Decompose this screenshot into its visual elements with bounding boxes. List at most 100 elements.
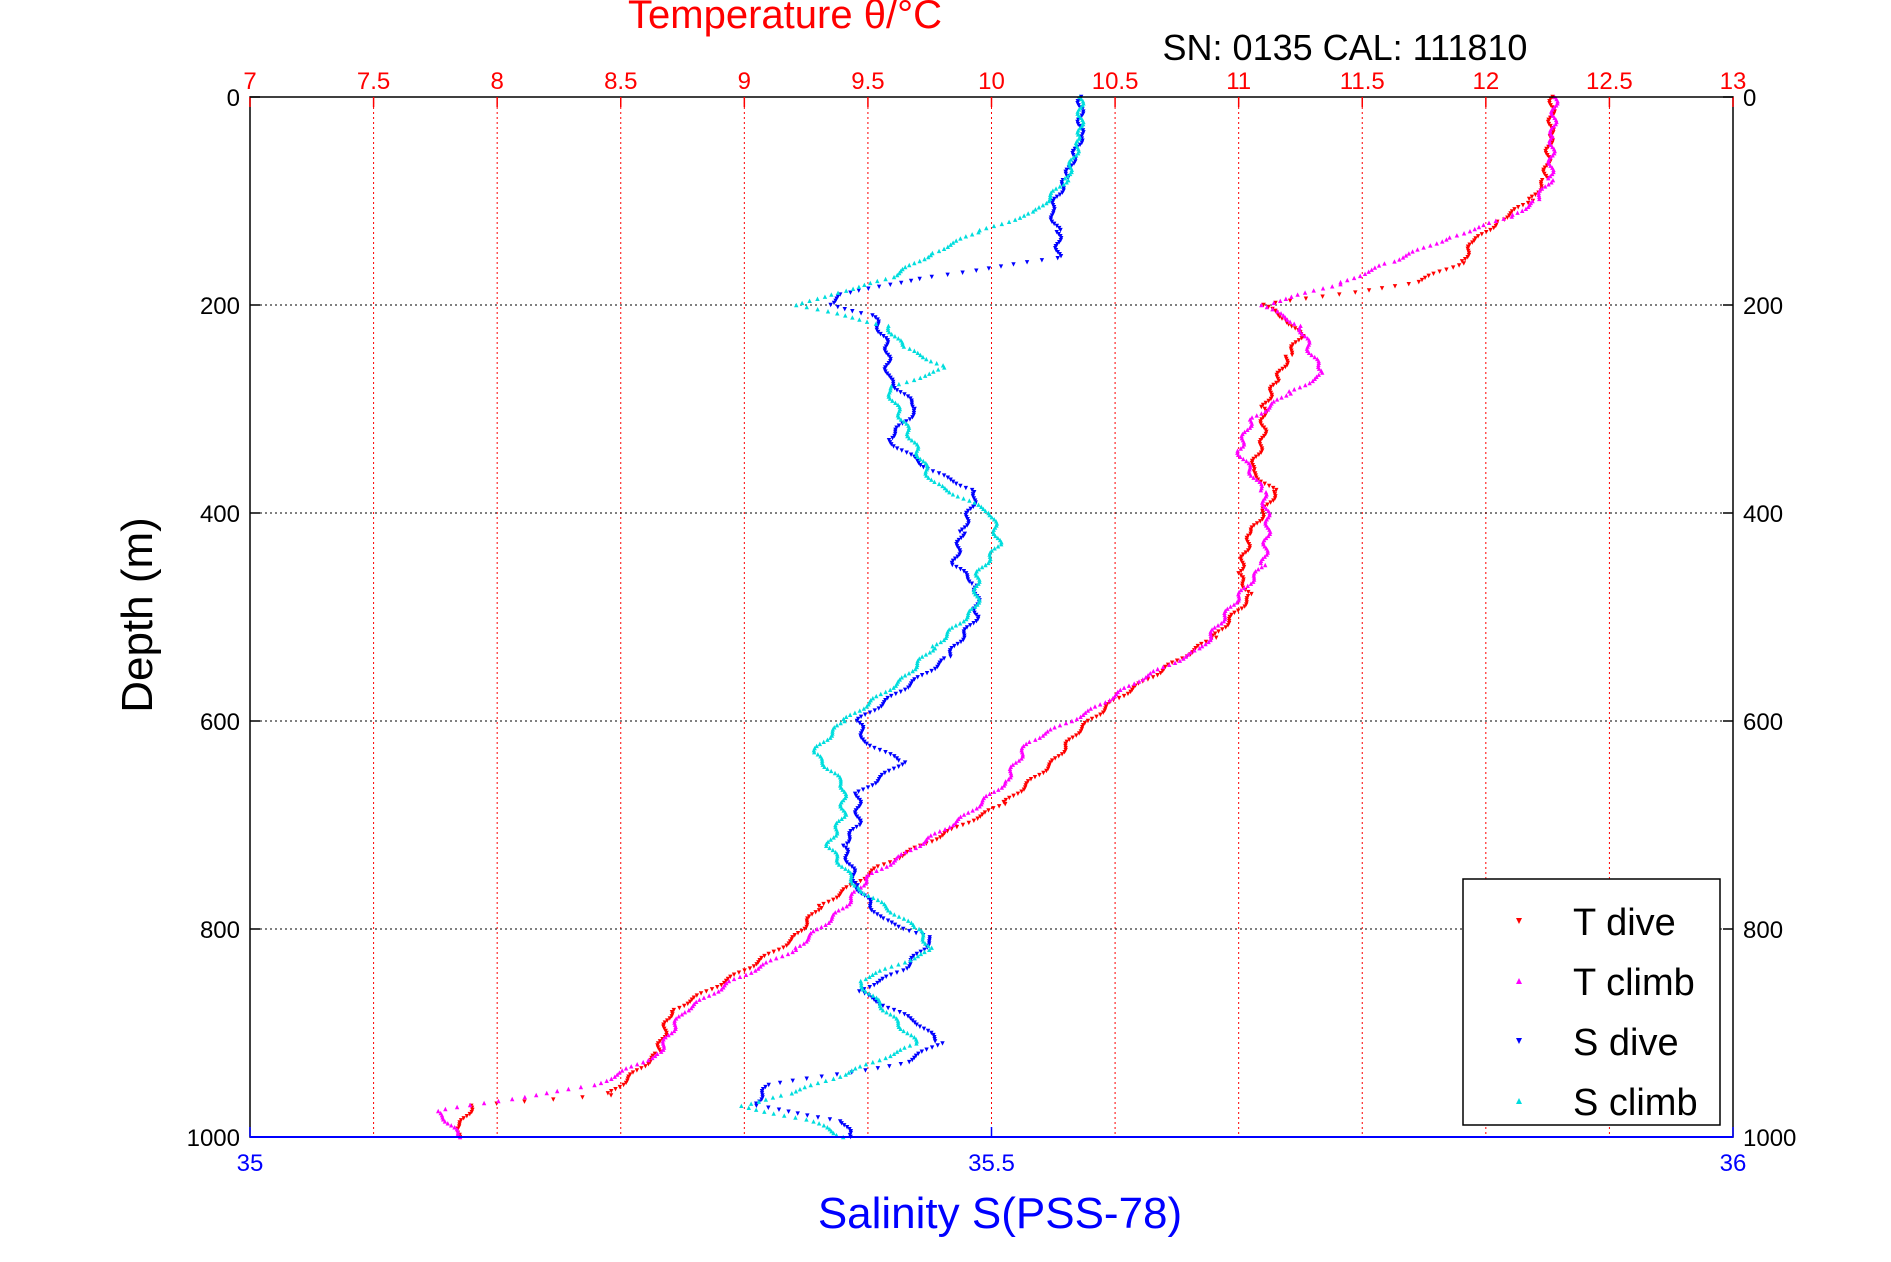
data-point xyxy=(934,837,940,842)
data-point xyxy=(1289,294,1294,299)
data-point xyxy=(1362,271,1368,276)
data-point xyxy=(976,566,982,572)
data-point xyxy=(1271,485,1276,491)
data-point xyxy=(1032,774,1038,780)
data-point xyxy=(858,311,864,316)
data-point xyxy=(661,1043,666,1048)
data-point xyxy=(1242,604,1247,609)
data-point xyxy=(1444,237,1449,242)
data-point xyxy=(834,895,840,900)
data-point xyxy=(1040,202,1046,208)
data-point xyxy=(879,899,884,905)
data-point xyxy=(913,930,919,936)
data-point xyxy=(1461,231,1467,236)
data-point xyxy=(842,718,847,724)
data-point xyxy=(1259,564,1264,570)
legend-box xyxy=(1462,878,1721,1126)
data-point xyxy=(1195,643,1201,649)
data-point xyxy=(828,735,833,740)
data-point xyxy=(1244,458,1249,464)
data-point xyxy=(929,668,934,674)
data-point xyxy=(819,756,825,761)
data-point xyxy=(1006,219,1012,224)
data-point xyxy=(1486,220,1492,226)
data-point xyxy=(1254,521,1260,526)
data-point xyxy=(1410,249,1415,254)
data-point xyxy=(1027,739,1032,744)
data-point xyxy=(666,1032,671,1038)
data-point xyxy=(826,899,831,905)
top-axis-tick-label: 11.5 xyxy=(1340,68,1385,95)
data-point xyxy=(658,1049,664,1054)
data-point xyxy=(976,502,981,507)
data-point xyxy=(965,523,970,528)
data-point xyxy=(859,982,864,988)
data-point xyxy=(815,1115,821,1120)
data-point xyxy=(1550,171,1555,177)
data-point xyxy=(1058,227,1063,233)
data-point xyxy=(827,1117,833,1122)
data-point xyxy=(864,704,869,709)
data-point xyxy=(950,492,956,497)
data-point xyxy=(663,1034,668,1040)
data-point xyxy=(887,396,893,401)
data-point xyxy=(992,517,997,522)
data-point xyxy=(1016,758,1022,763)
data-point xyxy=(1297,384,1303,390)
data-point xyxy=(454,1104,460,1110)
data-point xyxy=(968,623,973,628)
data-point xyxy=(870,783,875,788)
data-point xyxy=(1080,712,1086,717)
data-point xyxy=(915,953,921,959)
data-point xyxy=(1067,737,1072,742)
data-point xyxy=(1434,241,1439,246)
data-point xyxy=(952,556,958,561)
data-point xyxy=(897,270,902,276)
data-point xyxy=(910,1057,915,1063)
data-point xyxy=(898,417,904,422)
data-point xyxy=(886,323,891,328)
data-point xyxy=(864,874,869,880)
data-point xyxy=(948,477,953,482)
data-point xyxy=(1299,336,1304,341)
data-point xyxy=(1098,712,1103,717)
data-point xyxy=(902,673,908,678)
data-point xyxy=(1075,150,1081,156)
data-point xyxy=(887,860,893,865)
data-point xyxy=(652,1053,658,1059)
data-point xyxy=(736,970,742,975)
data-point xyxy=(1259,500,1265,505)
data-point xyxy=(612,1074,617,1079)
data-point xyxy=(1472,226,1477,232)
data-point xyxy=(793,1115,798,1120)
data-point xyxy=(1549,109,1554,114)
data-point xyxy=(619,1068,625,1073)
data-point xyxy=(834,856,840,861)
data-point xyxy=(1070,735,1075,740)
data-point xyxy=(1223,625,1228,630)
data-point xyxy=(866,893,871,898)
data-point xyxy=(1549,180,1554,185)
data-point xyxy=(1006,777,1011,782)
data-point xyxy=(1288,391,1293,396)
data-point xyxy=(1523,206,1529,211)
data-point xyxy=(1440,239,1445,244)
data-point xyxy=(694,999,699,1004)
legend-marker xyxy=(1516,918,1522,924)
data-point xyxy=(995,535,1001,541)
data-point xyxy=(1019,756,1024,761)
data-point xyxy=(762,953,767,959)
data-point xyxy=(866,872,871,878)
data-point xyxy=(1071,155,1076,160)
data-point xyxy=(739,1103,744,1108)
data-point xyxy=(759,1097,764,1102)
data-point xyxy=(1060,190,1065,195)
data-point xyxy=(1287,298,1293,304)
data-point xyxy=(888,386,893,391)
data-point xyxy=(833,822,838,828)
data-point xyxy=(1155,666,1160,672)
data-point xyxy=(835,290,841,295)
data-point xyxy=(980,812,985,817)
data-point xyxy=(1351,275,1357,281)
data-point xyxy=(1249,591,1254,597)
